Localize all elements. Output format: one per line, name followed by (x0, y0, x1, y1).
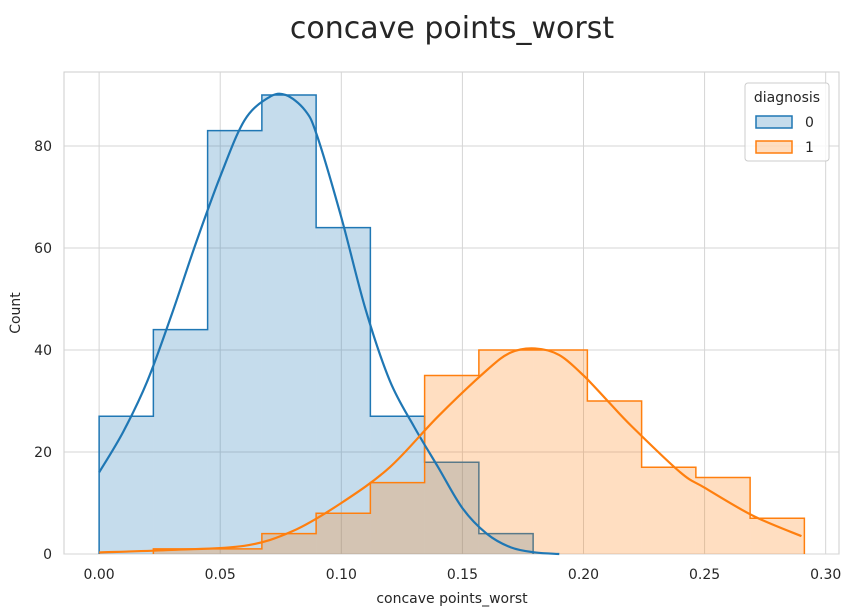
histogram-bar (695, 477, 751, 554)
y-tick-label: 0 (43, 547, 52, 563)
kde-line-0 (98, 92, 560, 556)
histogram-bar (153, 548, 208, 554)
x-tick-label: 0.15 (447, 567, 478, 583)
y-axis-label: Count (8, 292, 24, 334)
plot-area (63, 71, 840, 555)
histogram-step-outline (98, 94, 534, 554)
legend-label-1: 1 (805, 140, 814, 156)
y-tick-label: 80 (34, 139, 52, 155)
bars-series-1 (152, 349, 806, 554)
histogram-bar (99, 416, 154, 554)
legend-label-0: 0 (805, 115, 814, 131)
histogram-bar (750, 518, 805, 554)
legend-swatch-0 (755, 115, 793, 129)
histogram-bar (424, 462, 479, 554)
histogram-bar (316, 513, 371, 554)
histogram-bar (261, 533, 317, 554)
legend-swatch-1 (755, 140, 793, 154)
y-tick-label: 40 (34, 343, 52, 359)
x-tick-label: 0.05 (205, 567, 236, 583)
histogram-bar (370, 482, 425, 554)
x-tick-label: 0.20 (568, 567, 599, 583)
x-tick-label: 0.00 (84, 567, 115, 583)
histogram-bars (98, 94, 806, 555)
kde-curves (98, 92, 802, 556)
y-tick-label: 60 (34, 241, 52, 257)
histogram-bar (207, 130, 262, 555)
legend-title: diagnosis (754, 90, 820, 106)
y-tick-label: 20 (34, 445, 52, 461)
histogram-bar (587, 400, 642, 554)
kde-line-1 (99, 347, 802, 554)
histogram-bar (153, 329, 208, 554)
histogram-bar (316, 227, 371, 554)
histogram-bar (207, 548, 262, 554)
histogram-bar (261, 94, 317, 554)
x-tick-label: 0.30 (810, 567, 841, 583)
x-tick-label: 0.25 (689, 567, 720, 583)
x-tick-label: 0.10 (326, 567, 357, 583)
histogram-step-outline (152, 349, 806, 554)
histogram-bar (533, 349, 588, 554)
histogram-bar (478, 349, 534, 554)
histogram-bar (641, 467, 696, 554)
x-axis-label: concave points_worst (376, 591, 528, 607)
histogram-bar (424, 375, 479, 554)
axis-ticks: 0.00 0.05 0.10 0.15 0.20 0.25 0.30 0 20 40 60 80 (34, 139, 841, 583)
chart-title: concave points_worst (290, 11, 614, 46)
legend: diagnosis 0 1 (744, 82, 830, 162)
